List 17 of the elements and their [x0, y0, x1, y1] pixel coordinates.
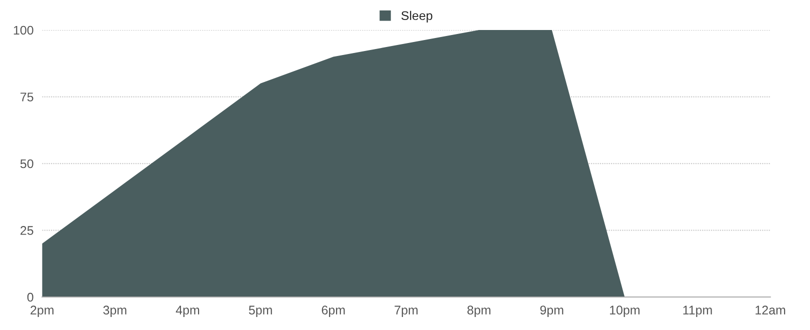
y-tick-label: 25	[20, 226, 34, 235]
x-tick-label: 7pm	[394, 306, 418, 317]
y-tick-label: 100	[14, 26, 34, 35]
x-tick-label: 9pm	[540, 306, 564, 317]
x-tick-label: 11pm	[683, 306, 712, 317]
y-tick-label: 50	[20, 159, 34, 168]
x-tick-label: 12am	[756, 306, 786, 315]
y-tick-label: 0	[27, 292, 34, 302]
x-tick-label: 4pm	[176, 306, 200, 317]
legend-label: Sleep	[401, 10, 432, 23]
y-tick-label: 75	[20, 92, 34, 102]
x-tick-label: 8pm	[467, 306, 490, 317]
x-tick-label: 2pm	[30, 306, 54, 317]
x-tick-label: 6pm	[322, 306, 345, 317]
x-tick-label: 10pm	[610, 306, 640, 317]
x-tick-label: 3pm	[103, 306, 126, 317]
x-tick-label: 5pm	[248, 306, 272, 317]
